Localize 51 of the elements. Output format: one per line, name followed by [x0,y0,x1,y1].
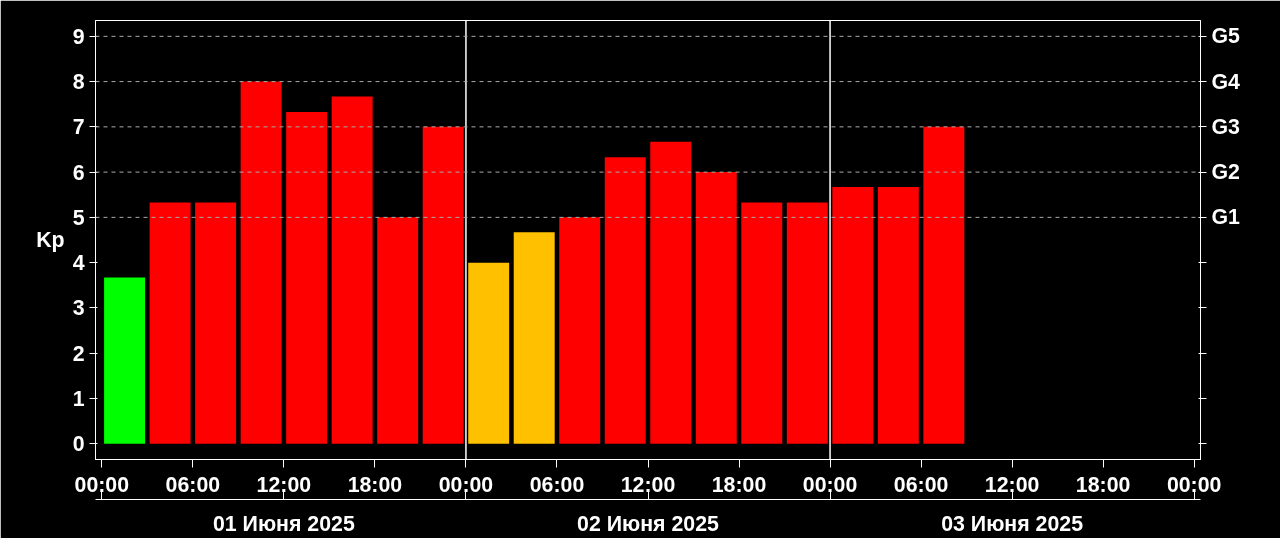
ref-line-label: G2 [1211,160,1240,185]
bar [604,157,646,444]
bar [786,202,828,444]
bar [286,111,328,444]
bar [695,172,737,444]
text: 02 Июня 2025 [577,511,720,536]
x-tick-label: 06:00 [165,472,221,497]
bar [877,187,919,444]
x-tick-label: 06:00 [529,472,585,497]
ref-line-label: G1 [1211,205,1241,230]
y-tick-label: 6 [72,160,85,185]
y-tick-label: 4 [72,251,85,276]
bar [240,81,282,444]
x-tick-label: 00:00 [74,472,130,497]
bar [923,126,965,444]
x-tick-label: 06:00 [893,472,949,497]
bar [559,217,601,444]
x-tick-label: 18:00 [347,472,403,497]
bar [832,187,874,444]
bar [741,202,783,444]
bar [650,141,692,444]
y-tick-label: 9 [72,24,85,49]
y-tick-label: 3 [72,296,85,321]
ref-line-label: G5 [1211,24,1241,49]
ref-line-label: G4 [1211,69,1241,94]
bar [104,277,146,444]
x-tick-label: 00:00 [1166,472,1222,497]
y-tick-label: 1 [72,386,85,411]
bar [513,232,555,444]
y-tick-label: 5 [72,205,85,230]
bar [331,96,373,444]
x-tick-label: 12:00 [984,472,1040,497]
y-tick-label: 7 [72,115,85,140]
bar [422,126,464,444]
y-tick-label: 2 [72,341,85,366]
text: 03 Июня 2025 [941,511,1084,536]
bar [149,202,191,444]
x-tick-label: 00:00 [438,472,494,497]
y-axis-title: Kp [36,228,65,252]
x-tick-label: 12:00 [620,472,676,497]
bar [377,217,419,444]
x-tick-label: 18:00 [1075,472,1131,497]
x-tick-label: 00:00 [802,472,858,497]
x-tick-label: 18:00 [711,472,767,497]
y-tick-label: 8 [72,70,85,95]
bar [468,262,510,444]
y-tick-label: 0 [72,432,85,457]
x-tick-label: 12:00 [256,472,312,497]
ref-line-label: G3 [1211,114,1241,139]
text: 01 Июня 2025 [212,511,355,536]
bar [195,202,237,444]
